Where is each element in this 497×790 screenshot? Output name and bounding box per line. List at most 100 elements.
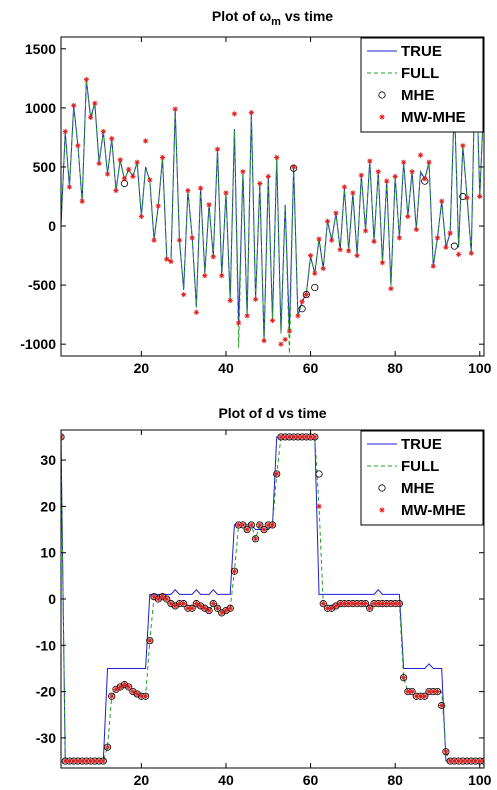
series-mw-mhe-point bbox=[92, 100, 98, 106]
legend: TRUE FULL MHE MW-MHE bbox=[360, 430, 484, 526]
series-mw-mhe-point bbox=[257, 180, 263, 187]
series-mhe-point bbox=[243, 525, 251, 534]
series-mhe-point bbox=[158, 593, 167, 601]
series-mhe-point bbox=[332, 602, 340, 610]
y-tick-label: 30 bbox=[40, 452, 56, 468]
series-mw-mhe-point bbox=[388, 286, 394, 292]
y-tick-label: 0 bbox=[48, 591, 56, 607]
series-mw-mhe-point bbox=[413, 693, 419, 699]
series-mw-mhe-point bbox=[354, 601, 360, 607]
series-mw-mhe-point bbox=[248, 522, 254, 528]
series-mw-mhe-point bbox=[155, 203, 161, 209]
series-mw-mhe-point bbox=[417, 693, 424, 699]
series-mw-mhe-point bbox=[244, 313, 250, 319]
series-mw-mhe-point bbox=[316, 503, 322, 509]
series-mw-mhe-point bbox=[219, 273, 225, 279]
series-mw-mhe-point bbox=[159, 154, 166, 161]
series-mhe-point bbox=[247, 521, 255, 529]
series-mw-mhe-point bbox=[443, 244, 449, 250]
series-mw-mhe-point bbox=[130, 173, 136, 180]
series-mw-mhe-point bbox=[388, 601, 394, 607]
series-mhe-point bbox=[171, 602, 179, 610]
series-mw-mhe-point bbox=[159, 594, 166, 600]
series-mhe-point bbox=[251, 535, 260, 543]
legend-key bbox=[378, 484, 386, 492]
series-mhe-point bbox=[209, 600, 217, 608]
series-mw-mhe-point bbox=[426, 689, 432, 695]
y-tick-label: -20 bbox=[36, 684, 56, 700]
y-tick-label: -1000 bbox=[20, 336, 56, 352]
series-mw-mhe-point bbox=[409, 169, 415, 175]
series-mw-mhe-point bbox=[274, 154, 280, 161]
series-mw-mhe-point bbox=[337, 247, 343, 253]
series-mw-mhe-point bbox=[121, 176, 128, 182]
series-mw-mhe-point bbox=[278, 434, 284, 440]
series-mw-mhe-point bbox=[138, 213, 144, 220]
series-mw-mhe-point bbox=[329, 237, 335, 243]
series-mw-mhe-point bbox=[320, 601, 326, 607]
series-mw-mhe-point bbox=[109, 136, 115, 142]
series-mw-mhe-point bbox=[434, 689, 441, 695]
series-mw-mhe-point bbox=[346, 248, 352, 254]
series-mw-mhe-point bbox=[384, 601, 390, 607]
series-mw-mhe-point bbox=[100, 128, 106, 135]
series-mw-mhe-point bbox=[240, 169, 246, 175]
series-mw-mhe-point bbox=[202, 605, 208, 611]
series-mw-mhe-point bbox=[75, 758, 81, 764]
y-tick-label: -10 bbox=[36, 637, 56, 653]
series-mw-mhe-point bbox=[426, 159, 432, 165]
legend-label: TRUE bbox=[401, 436, 442, 453]
series-mw-mhe-point bbox=[396, 601, 402, 607]
series-mw-mhe-point bbox=[176, 237, 183, 243]
series-mw-mhe-point bbox=[231, 568, 238, 574]
series-mw-mhe-point bbox=[71, 102, 77, 109]
series-mw-mhe-point bbox=[206, 607, 212, 614]
series-mw-mhe-point bbox=[341, 601, 348, 607]
series-mw-mhe-point bbox=[143, 138, 149, 144]
series-mw-mhe-point bbox=[375, 169, 381, 175]
series-mw-mhe-point bbox=[92, 758, 98, 764]
series-mhe-point bbox=[120, 681, 129, 689]
series-mw-mhe-point bbox=[155, 596, 161, 602]
series-mw-mhe-point bbox=[460, 758, 466, 764]
series-mhe-point bbox=[154, 595, 162, 603]
series-mw-mhe-point bbox=[362, 601, 369, 607]
series-mw-mhe-point bbox=[358, 172, 364, 178]
series-mw-mhe-point bbox=[202, 273, 208, 279]
series-mw-mhe-point bbox=[354, 252, 360, 259]
legend-label: MHE bbox=[401, 87, 434, 104]
series-mw-mhe-point bbox=[430, 263, 436, 269]
series-mw-mhe-point bbox=[223, 190, 229, 196]
series-mw-mhe-point bbox=[181, 291, 187, 298]
series-mw-mhe-point bbox=[164, 256, 170, 262]
series-mw-mhe-point bbox=[185, 605, 191, 611]
series-mw-mhe-point bbox=[303, 434, 309, 440]
series-mw-mhe-point bbox=[83, 758, 89, 764]
y-tick-label: -500 bbox=[28, 277, 56, 293]
series-mw-mhe-point bbox=[286, 434, 293, 440]
series-mhe-point bbox=[133, 690, 141, 698]
series-mw-mhe-point bbox=[384, 178, 390, 184]
series-mhe-point bbox=[311, 283, 319, 292]
series-mw-mhe-point bbox=[244, 526, 250, 533]
series-mw-mhe-point bbox=[261, 338, 267, 344]
series-mw-mhe-point bbox=[71, 758, 77, 764]
series-mw-mhe-point bbox=[350, 190, 356, 196]
series-mhe-point bbox=[273, 470, 281, 478]
series-mw-mhe-point bbox=[261, 526, 267, 533]
y-tick-label: 0 bbox=[48, 218, 56, 234]
series-mw-mhe-point bbox=[134, 159, 140, 165]
series-mw-mhe-point bbox=[312, 434, 318, 440]
series-mw-mhe-point bbox=[295, 434, 301, 440]
legend-label: TRUE bbox=[401, 43, 442, 60]
series-mw-mhe-point bbox=[168, 258, 174, 265]
series-mw-mhe-point bbox=[396, 235, 402, 241]
series-mw-mhe-point bbox=[257, 522, 263, 528]
series-mhe-point bbox=[167, 600, 175, 608]
series-mhe-point bbox=[116, 683, 124, 691]
series-mw-mhe-point bbox=[460, 143, 466, 149]
series-mw-mhe-point bbox=[324, 605, 331, 611]
series-mw-mhe-point bbox=[282, 336, 288, 343]
series-mw-mhe-point bbox=[447, 230, 453, 236]
series-mw-mhe-point bbox=[367, 158, 373, 164]
